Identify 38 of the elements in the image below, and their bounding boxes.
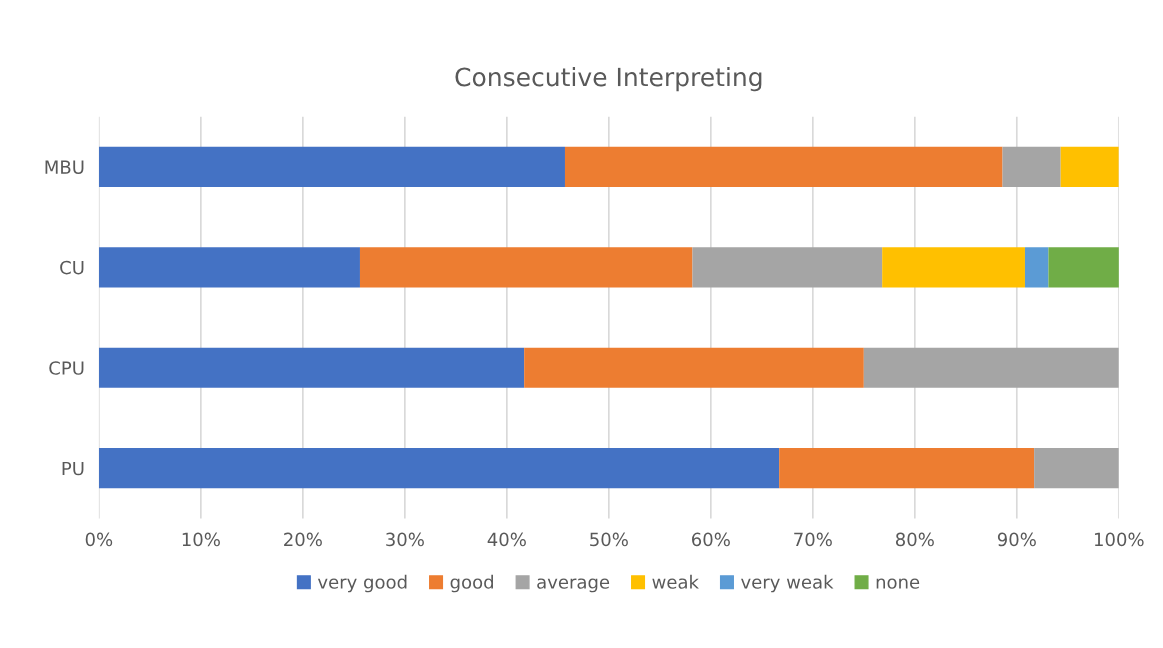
x-tick-label: 70% [794,532,832,547]
legend-label: very good [317,574,407,593]
bar [359,247,693,288]
bar [1002,146,1061,187]
x-tick-label: 60% [692,532,730,547]
legend-label: average [537,578,610,593]
bar [779,448,1035,489]
x-tick-label: 80% [895,532,934,547]
bar [98,146,565,187]
bar [98,347,525,388]
legend-label: good [450,574,493,593]
y-tick-label: PU [62,461,84,476]
bar [882,247,1025,288]
bar [524,347,864,388]
bar [1048,247,1119,288]
x-tick-label: 40% [487,532,526,547]
bar [98,448,780,489]
x-tick-label: 10% [182,532,220,547]
bar [1060,146,1119,187]
x-tick-label: 90% [997,532,1036,547]
y-tick-label: CPU [49,361,84,375]
bar [1034,448,1119,489]
x-tick-label: 30% [386,532,424,547]
y-tick-label: CU [60,260,84,275]
x-tick-label: 50% [590,532,628,547]
y-tick-label: MBU [45,160,84,174]
x-tick-label: 0% [85,532,113,547]
x-tick-label: 100% [1094,532,1144,547]
bar [98,247,360,288]
bar [692,247,883,288]
bar [863,347,1119,388]
legend-label: weak [652,574,699,589]
chart-title: Consecutive Interpreting [455,67,762,92]
bar [1024,247,1049,288]
legend-label: very weak [741,574,834,593]
x-tick-label: 20% [284,532,322,547]
legend-label: none [876,578,920,589]
bar [564,146,1003,187]
